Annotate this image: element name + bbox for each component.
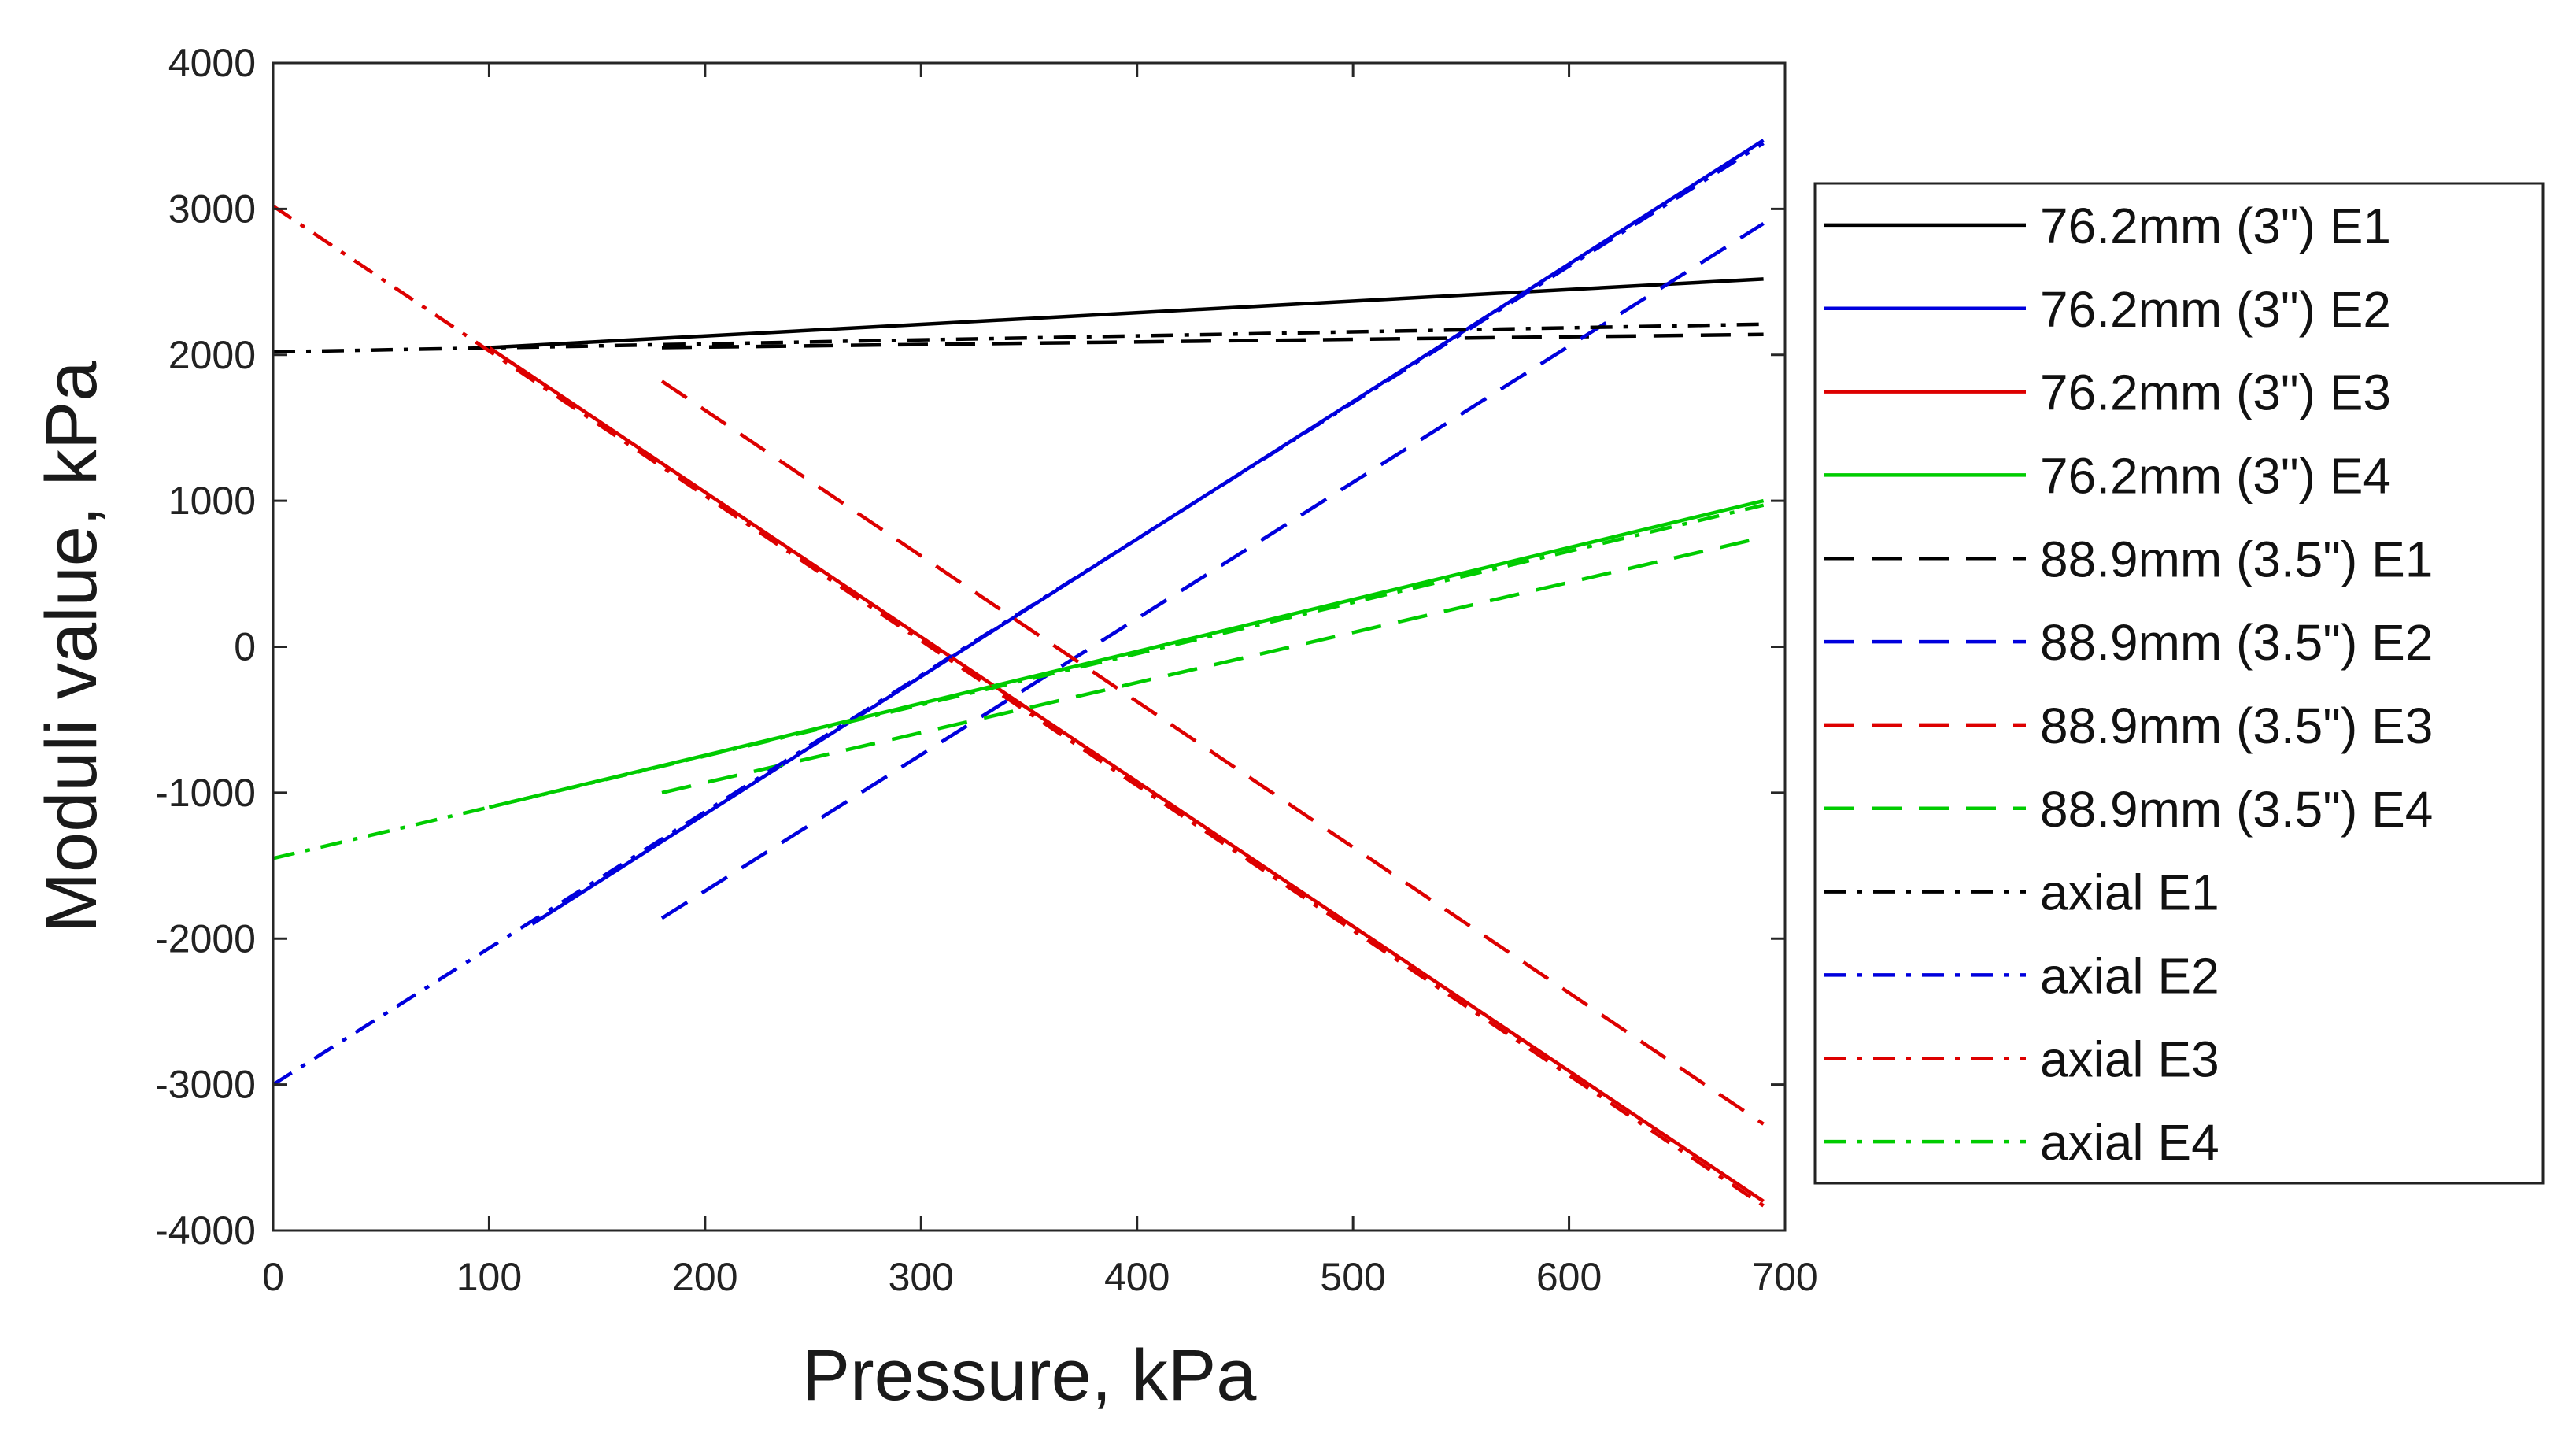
series-line-9 [272,322,1764,354]
x-tick-label: 0 [262,1255,284,1299]
series-line-3 [488,346,1765,1203]
x-tick-label: 600 [1536,1255,1602,1299]
legend-label-8: 88.9mm (3.5") E4 [2040,781,2433,838]
legend: 76.2mm (3") E1 76.2mm (3") E2 76.2mm (3") … [1813,182,2545,1185]
x-tick-label: 400 [1104,1255,1170,1299]
y-tick-label: 2000 [168,333,256,377]
x-tick-label: 500 [1320,1255,1385,1299]
y-axis-title: Moduli value, kPa [31,361,112,933]
y-tick-label: -1000 [155,771,256,815]
legend-label-12: axial E4 [2040,1114,2219,1171]
series-line-11 [272,204,1765,1208]
axes: 0 100 200 300 400 500 600 700 -4000 -3000 -2000 -10… [155,41,1818,1299]
legend-label-9: axial E1 [2040,864,2219,921]
x-tick-label: 200 [672,1255,737,1299]
legend-label-7: 88.9mm (3.5") E3 [2040,698,2433,754]
legend-label-6: 88.9mm (3.5") E2 [2040,614,2433,671]
legend-label-2: 76.2mm (3") E2 [2040,281,2391,338]
legend-label-11: axial E3 [2040,1031,2219,1087]
series-line-1 [489,277,1764,350]
legend-box [1813,182,2545,1185]
legend-label-3: 76.2mm (3") E3 [2040,365,2391,421]
y-tick-label: 0 [234,625,256,669]
y-tick-label: 4000 [168,41,256,85]
x-tick-label: 300 [889,1255,954,1299]
legend-label-1: 76.2mm (3") E1 [2040,198,2391,254]
y-tick-label: -4000 [155,1208,256,1253]
plot-area [272,139,1765,1208]
legend-label-5: 88.9mm (3.5") E1 [2040,531,2433,587]
series-line-10 [272,142,1765,1086]
y-tick-label: 3000 [168,187,256,231]
y-tick-label: -3000 [155,1063,256,1107]
series-line-12 [272,503,1765,860]
y-tick-label: -2000 [155,916,256,960]
y-tick-label: 1000 [168,479,256,523]
series-line-7 [660,379,1765,1126]
x-axis-title: Pressure, kPa [802,1335,1258,1416]
series-line-5 [661,332,1764,350]
legend-label-4: 76.2mm (3") E4 [2040,447,2391,504]
x-tick-label: 700 [1752,1255,1817,1299]
legend-label-10: axial E2 [2040,947,2219,1004]
x-tick-label: 100 [456,1255,522,1299]
series-line-6 [660,221,1765,920]
axes-frame [272,61,1787,1232]
